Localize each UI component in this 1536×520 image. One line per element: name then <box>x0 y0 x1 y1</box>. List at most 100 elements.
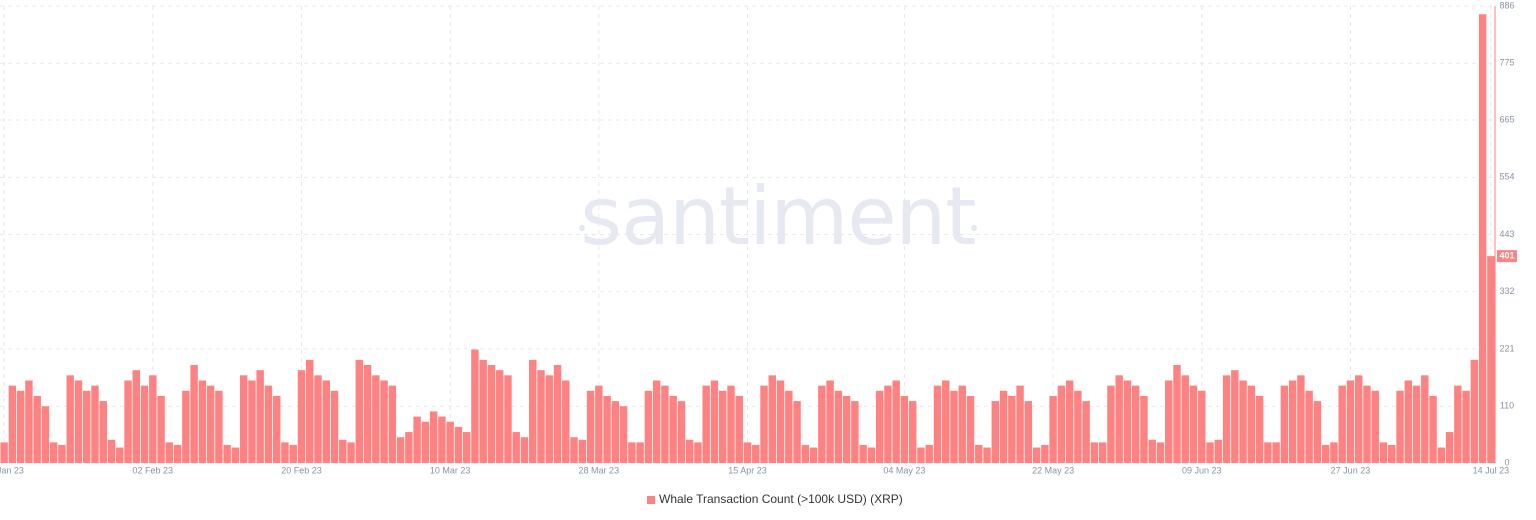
bar <box>1008 395 1016 463</box>
bar <box>239 375 248 463</box>
bar <box>330 390 339 463</box>
bar <box>793 401 801 463</box>
bar <box>124 380 132 463</box>
bar <box>661 385 669 463</box>
bar <box>1123 380 1132 463</box>
bar <box>966 395 975 463</box>
bar <box>413 416 421 463</box>
bar <box>495 370 504 463</box>
bar <box>1041 444 1049 463</box>
bar <box>504 375 512 463</box>
bar <box>190 364 198 463</box>
bar <box>1024 401 1033 463</box>
bar <box>1255 395 1264 463</box>
bar <box>537 370 545 463</box>
bar <box>785 390 793 463</box>
bar <box>173 444 182 463</box>
bar <box>677 401 686 463</box>
bar <box>1437 447 1446 463</box>
bar <box>157 395 165 463</box>
bar <box>1388 444 1396 463</box>
bar <box>16 390 25 463</box>
bar <box>0 442 8 463</box>
bar <box>1231 370 1239 463</box>
bar <box>1074 390 1082 463</box>
bar <box>479 359 487 463</box>
bar <box>1272 442 1280 463</box>
bar <box>1098 442 1107 463</box>
bar <box>1198 390 1206 463</box>
bar <box>41 406 50 463</box>
bar <box>1321 444 1330 463</box>
bar <box>991 401 1000 463</box>
bar <box>743 442 752 463</box>
bar <box>256 370 264 463</box>
bar <box>760 385 768 463</box>
bar <box>1330 442 1338 463</box>
bar <box>322 380 330 463</box>
bar <box>710 380 719 463</box>
bar <box>248 380 256 463</box>
bar <box>611 401 620 463</box>
y-tick-label: 775 <box>1499 58 1514 68</box>
bar <box>702 385 710 463</box>
bar <box>1404 380 1412 463</box>
bar <box>842 395 851 463</box>
current-value-box <box>1497 250 1517 263</box>
bar <box>958 385 966 463</box>
bar <box>1297 375 1305 463</box>
bar <box>289 444 297 463</box>
bar <box>446 421 454 463</box>
x-tick-label: 02 Feb 23 <box>133 465 174 475</box>
bar <box>1338 385 1346 463</box>
bar <box>636 442 644 463</box>
bar <box>1032 447 1041 463</box>
bar <box>983 447 991 463</box>
bar <box>388 385 397 463</box>
bar <box>223 444 231 463</box>
x-tick-label: 15 Apr 23 <box>728 465 767 475</box>
current-value-label: 401 <box>1499 251 1514 261</box>
bar <box>471 349 479 463</box>
x-tick-label: 28 Mar 23 <box>579 465 620 475</box>
bar <box>1115 375 1123 463</box>
bar <box>917 447 925 463</box>
bar <box>462 432 471 463</box>
bar <box>347 442 355 463</box>
y-tick-label: 110 <box>1500 401 1514 411</box>
bar <box>1189 385 1198 463</box>
bar <box>33 395 41 463</box>
bar <box>1214 439 1223 463</box>
bar <box>429 411 438 463</box>
bar <box>1131 385 1140 463</box>
x-tick-label: 09 Jun 23 <box>1182 465 1222 475</box>
bar <box>529 359 537 463</box>
y-tick-label: 665 <box>1499 114 1514 124</box>
bar <box>206 385 215 463</box>
bar <box>685 439 694 463</box>
bar <box>586 390 595 463</box>
bar <box>512 432 520 463</box>
bar <box>421 421 430 463</box>
bar <box>562 380 570 463</box>
bar <box>165 442 174 463</box>
bar <box>644 390 653 463</box>
legend-label: Whale Transaction Count (>100k USD) (XRP… <box>659 492 903 506</box>
bar <box>975 444 983 463</box>
bar <box>694 442 702 463</box>
bar <box>264 385 273 463</box>
bar <box>875 390 884 463</box>
bar <box>487 364 496 463</box>
bar <box>1247 385 1256 463</box>
y-tick-label: 554 <box>1499 172 1514 182</box>
bar <box>652 380 661 463</box>
legend-swatch <box>647 496 655 504</box>
bar <box>884 385 892 463</box>
bar <box>1354 375 1363 463</box>
bar <box>900 395 909 463</box>
bar <box>396 437 405 463</box>
bar <box>339 439 347 463</box>
bar <box>595 385 603 463</box>
bar <box>1346 380 1355 463</box>
